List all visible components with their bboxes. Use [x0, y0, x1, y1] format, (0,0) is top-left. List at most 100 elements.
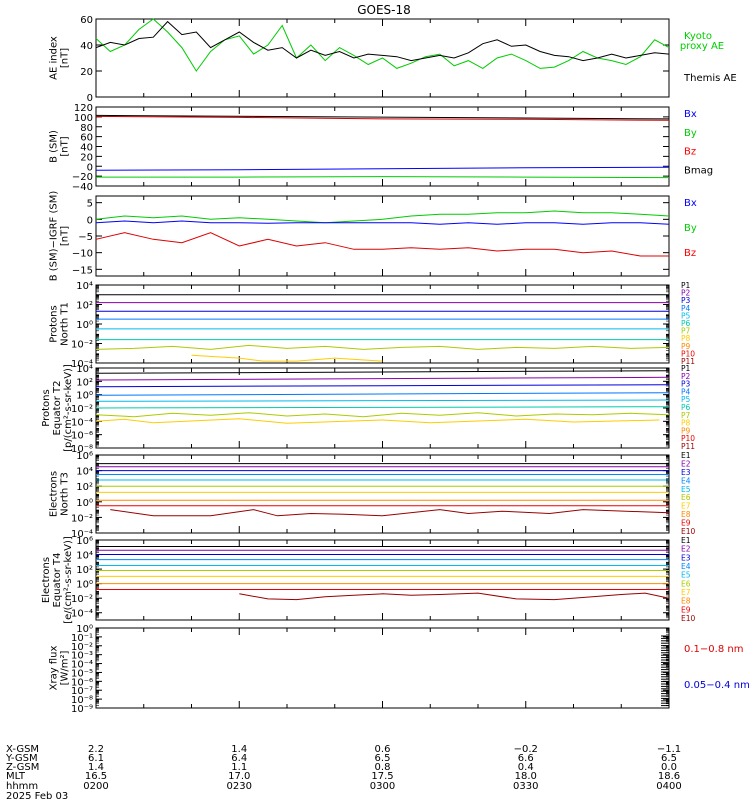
ytick-label-bsm-6: 0 — [87, 162, 93, 173]
ytick-label-xray-9: 10⁻⁹ — [71, 704, 93, 715]
ephemeris-value-3-2: 0.4 — [518, 762, 534, 773]
ytick-label-ae-2: 40 — [80, 41, 93, 52]
ephemeris-value-3-3: 18.0 — [515, 771, 537, 782]
ylabel-e_eq-2: [e/(cm²-s-sr-keV)] — [63, 536, 74, 624]
ephemeris-label-0: X-GSM — [6, 744, 39, 755]
ytick-label-p_eq-6: 10⁻⁸ — [71, 444, 93, 455]
ytick-label-xray-0: 10⁰ — [76, 624, 93, 635]
legend-e_eq-7: E8 — [681, 597, 691, 606]
legend-xray-1: 0.05−0.4 nm — [684, 680, 750, 691]
ephemeris-value-1-2: 1.1 — [231, 762, 247, 773]
legend-e_north-0: E1 — [681, 451, 691, 460]
ephemeris-value-0-3: 16.5 — [85, 771, 107, 782]
legend-ae-1: proxy AE — [680, 41, 724, 52]
ylabel-e_north-0: Electrons — [49, 471, 60, 517]
ytick-label-e_north-4: 10⁻² — [71, 513, 93, 524]
series-p_north-p7 — [95, 344, 670, 350]
legend-e_north-9: E10 — [681, 527, 696, 536]
series-p_eq-p6 — [95, 406, 670, 409]
ytick-label-p_north-2: 10⁰ — [76, 320, 93, 331]
ytick-label-p_north-0: 10⁴ — [76, 281, 93, 292]
legend-e_eq-5: E6 — [681, 579, 691, 588]
ytick-label-p_eq-2: 10⁰ — [76, 391, 93, 402]
legend-p_north-7: P8 — [681, 334, 691, 343]
panel-frame-bigrf — [95, 195, 670, 277]
ylabel-e_eq-1: Equator T4 — [52, 553, 63, 608]
ytick-label-xray-2: 10⁻² — [71, 642, 93, 653]
ytick-label-xray-1: 10⁻¹ — [71, 633, 93, 644]
ytick-label-bigrf-0: 5 — [87, 199, 93, 210]
legend-e_north-2: E3 — [681, 468, 691, 477]
ytick-label-bigrf-3: −10 — [72, 249, 93, 260]
legend-p_eq-4: P5 — [681, 395, 691, 404]
series-e_north-e10 — [110, 509, 670, 517]
series-bsm-by — [96, 176, 670, 179]
ytick-label-bigrf-1: 0 — [87, 215, 93, 226]
legend-p_north-5: P6 — [681, 319, 691, 328]
ytick-label-xray-3: 10⁻³ — [71, 651, 93, 662]
ytick-label-p_eq-4: 10⁻⁴ — [71, 417, 93, 428]
legend-p_eq-10: P11 — [681, 442, 695, 451]
legend-p_eq-0: P1 — [681, 364, 691, 373]
legend-bigrf-0: Bx — [684, 198, 697, 209]
ylabel-e_eq-0: Electrons — [41, 557, 52, 603]
series-bsm-bmag — [95, 114, 670, 120]
ephemeris-value-2-2: 0.8 — [375, 762, 391, 773]
ytick-label-e_north-5: 10⁻⁴ — [71, 529, 93, 540]
ytick-label-bsm-5: 20 — [80, 152, 93, 163]
legend-e_eq-1: E2 — [681, 545, 691, 554]
legend-p_eq-3: P4 — [681, 387, 691, 396]
ytick-label-bigrf-2: −5 — [78, 232, 93, 243]
ytick-label-bigrf-4: −15 — [72, 265, 93, 276]
legend-ae-0: Kyoto — [684, 31, 712, 42]
ytick-label-bsm-8: −40 — [72, 182, 93, 193]
legend-p_north-8: P9 — [681, 342, 691, 351]
panel-bigrf: 5 0 −5 −10 −15 B (SM)−IGRF (SM) [nT] Bx By Bz — [49, 191, 697, 282]
legend-e_north-5: E6 — [681, 493, 691, 502]
ephemeris-value-3-0: −0.2 — [514, 744, 538, 755]
legend-p_north-4: P5 — [681, 311, 691, 320]
ylabel-bsm-1: [nT] — [60, 136, 71, 156]
legend-p_eq-7: P8 — [681, 419, 691, 428]
legend-e_north-8: E9 — [681, 519, 691, 528]
legend-e_eq-3: E4 — [681, 562, 691, 571]
legend-p_eq-6: P7 — [681, 411, 691, 420]
series-ae-kyoto-proxy-ae — [95, 18, 670, 72]
ytick-label-bsm-1: 100 — [74, 113, 93, 124]
ephemeris-value-3-1: 6.6 — [518, 753, 534, 764]
ephemeris-value-1-1: 6.4 — [231, 753, 247, 764]
legend-e_eq-9: E10 — [681, 614, 696, 623]
ephemeris-value-4-3: 18.6 — [658, 771, 680, 782]
legend-p_eq-8: P9 — [681, 426, 691, 435]
series-p_eq-p2 — [95, 376, 670, 381]
ytick-label-p_eq-1: 10² — [76, 377, 93, 388]
legend-p_eq-5: P6 — [681, 403, 691, 412]
series-bigrf-bz — [95, 232, 669, 257]
ylabel-bigrf-0: B (SM)−IGRF (SM) — [49, 191, 60, 282]
series-p_eq-p7 — [95, 412, 670, 418]
ytick-label-bsm-7: −20 — [72, 172, 93, 183]
series-p_north-p8 — [191, 354, 383, 362]
ephemeris-label-3: MLT — [6, 771, 26, 782]
panel-p_eq: 10⁴ 10² 10⁰ 10⁻² 10⁻⁴ 10⁻⁶ 10⁻⁸ Protons Equator … — [41, 364, 695, 455]
ylabel-bigrf-1: [nT] — [60, 226, 71, 246]
ytick-label-e_eq-3: 10⁰ — [76, 580, 93, 591]
ytick-label-bsm-0: 120 — [74, 103, 93, 114]
ytick-label-e_eq-4: 10⁻² — [71, 594, 93, 605]
ytick-label-xray-5: 10⁻⁵ — [71, 668, 93, 679]
legend-p_eq-2: P3 — [681, 380, 691, 389]
panel-frame-xray — [95, 627, 670, 709]
ephemeris-value-0-4: 0200 — [83, 781, 108, 792]
ytick-label-p_north-3: 10⁻² — [71, 340, 93, 351]
ylabel-bsm-0: B (SM) — [49, 130, 60, 163]
ylabel-ae-1: [nT] — [60, 48, 71, 68]
legend-e_eq-8: E9 — [681, 605, 691, 614]
ephemeris-value-0-0: 2.2 — [88, 744, 104, 755]
ylabel-xray-0: Xray flux — [49, 646, 60, 691]
legend-e_north-4: E5 — [681, 485, 691, 494]
ephemeris-value-0-2: 1.4 — [88, 762, 104, 773]
legend-xray-0: 0.1−0.8 nm — [684, 644, 743, 655]
ytick-label-e_eq-0: 10⁶ — [76, 536, 93, 547]
